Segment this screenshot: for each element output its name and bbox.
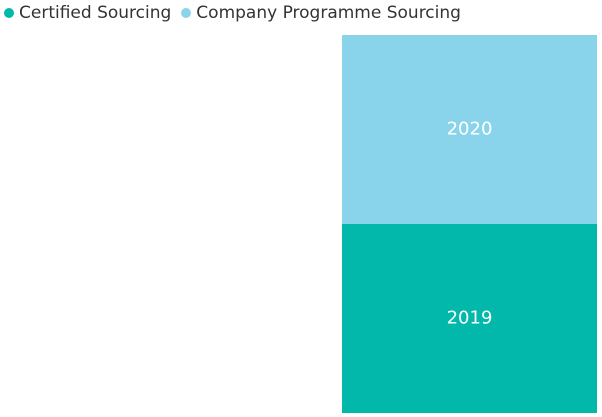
legend-swatch-company-programme-sourcing [181, 8, 192, 18]
data-label-0: 2019 [447, 308, 493, 329]
legend-label-certified-sourcing: Certified Sourcing [19, 3, 172, 23]
bar-segment-certified-sourcing[interactable] [342, 224, 597, 413]
chart-legend: Certified Sourcing Company Programme Sou… [4, 3, 461, 23]
legend-swatch-certified-sourcing [4, 8, 14, 18]
legend-item-company-programme-sourcing[interactable]: Company Programme Sourcing [181, 3, 461, 23]
legend-item-certified-sourcing[interactable]: Certified Sourcing [4, 3, 171, 23]
legend-label-company-programme-sourcing: Company Programme Sourcing [196, 3, 461, 23]
data-label-1: 2020 [447, 119, 493, 140]
bar-segment-company-programme-sourcing[interactable] [342, 35, 597, 224]
